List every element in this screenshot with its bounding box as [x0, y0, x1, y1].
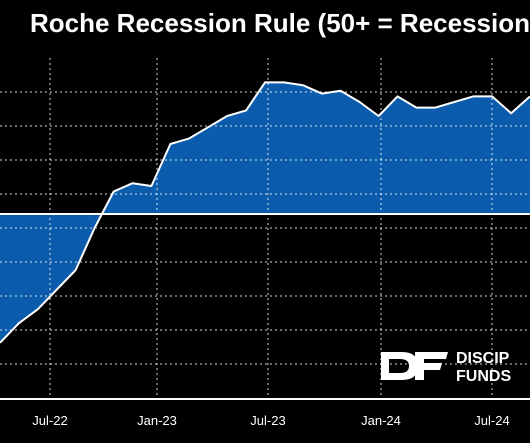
- logo-text-line1: DISCIP: [456, 350, 510, 367]
- series-line: [0, 81, 530, 344]
- x-tick-label: Jan-23: [137, 413, 177, 428]
- disciplined-funds-logo: DISCIP FUNDS: [381, 350, 511, 385]
- logo-mark-d: [381, 352, 418, 380]
- logo-mark-f: [415, 352, 448, 380]
- logo-text-line2: FUNDS: [456, 368, 511, 385]
- line-layer: [0, 81, 530, 344]
- chart-title: Roche Recession Rule (50+ = Recession): [30, 8, 530, 38]
- x-tick-label: Jul-24: [474, 413, 509, 428]
- area-fill: [0, 82, 530, 343]
- area-layer: [0, 82, 530, 343]
- x-tick-label: Jan-24: [361, 413, 401, 428]
- axis-layer: Jul-22 Jan-23 Jul-23 Jan-24 Jul-24: [0, 398, 530, 428]
- x-tick-label: Jul-23: [250, 413, 285, 428]
- x-tick-label: Jul-22: [32, 413, 67, 428]
